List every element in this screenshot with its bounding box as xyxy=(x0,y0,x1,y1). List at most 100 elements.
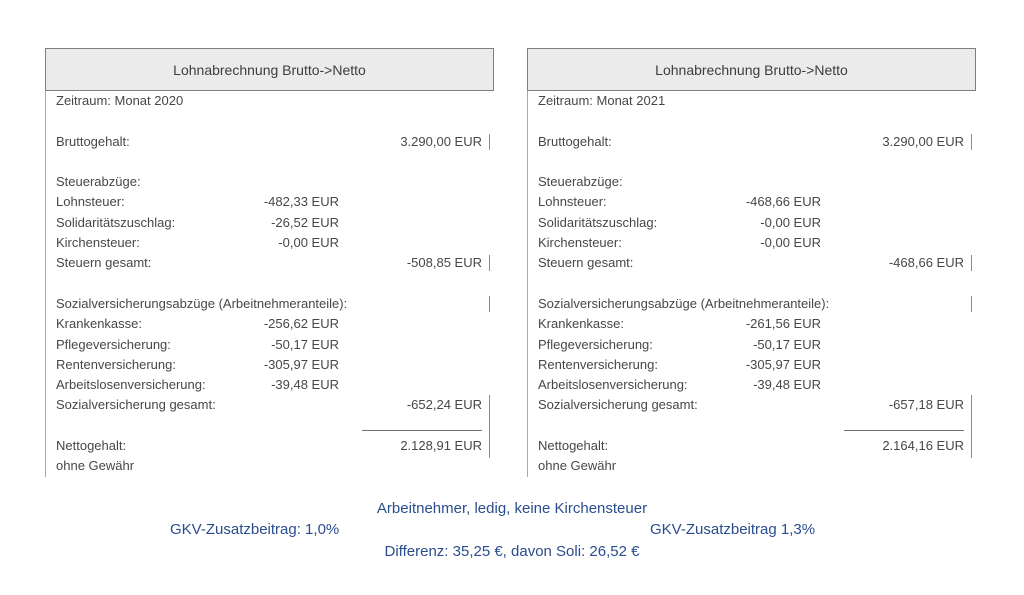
panel-title-text: Lohnabrechnung Brutto->Netto xyxy=(655,61,848,78)
lohnsteuer-label: Lohnsteuer: xyxy=(538,194,607,210)
steuern-gesamt-value: -508,85 EUR xyxy=(406,255,482,271)
row-arbeitslosenversicherung: Arbeitslosenversicherung: -39,48 EUR xyxy=(528,375,976,395)
row-sozial-gesamt: Sozialversicherung gesamt: -657,18 EUR xyxy=(528,395,976,415)
row-sozial-header: Sozialversicherungsabzüge (Arbeitnehmera… xyxy=(46,294,494,314)
row-blank xyxy=(46,111,494,131)
kirchensteuer-label: Kirchensteuer: xyxy=(538,235,622,251)
bruttogehalt-value: 3.290,00 EUR xyxy=(400,133,482,149)
lohnsteuer-value: -468,66 EUR xyxy=(745,194,821,210)
soli-value: -26,52 EUR xyxy=(271,214,339,230)
row-blank xyxy=(46,274,494,294)
row-disclaimer: ohne Gewähr xyxy=(528,456,976,476)
cell-border-tick xyxy=(971,133,972,150)
rente-value: -305,97 EUR xyxy=(745,356,821,372)
cell-border-tick xyxy=(971,295,972,312)
panel-title-2020: Lohnabrechnung Brutto->Netto xyxy=(45,48,494,91)
soli-label: Solidaritätszuschlag: xyxy=(56,214,176,230)
pflege-value: -50,17 EUR xyxy=(753,336,821,352)
row-nettogehalt: Nettogehalt: 2.164,16 EUR xyxy=(528,436,976,456)
lohnsteuer-label: Lohnsteuer: xyxy=(56,194,125,210)
steuerabzuege-label: Steuerabzüge: xyxy=(56,174,141,190)
row-bruttogehalt: Bruttogehalt: 3.290,00 EUR xyxy=(46,132,494,152)
footer-note-gkv-2021: GKV-Zusatzbeitrag 1,3% xyxy=(650,521,816,538)
footer-note-profile: Arbeitnehmer, ledig, keine Kirchensteuer xyxy=(376,500,648,517)
row-blank xyxy=(528,111,976,131)
row-steuerabzuege: Steuerabzüge: xyxy=(528,172,976,192)
arbeitslosen-value: -39,48 EUR xyxy=(753,377,821,393)
arbeitslosen-value: -39,48 EUR xyxy=(271,377,339,393)
row-steuern-gesamt: Steuern gesamt: -468,66 EUR xyxy=(528,253,976,273)
row-zeitraum: Zeitraum: Monat 2021 xyxy=(528,91,976,111)
row-kirchensteuer: Kirchensteuer: -0,00 EUR xyxy=(528,233,976,253)
rente-label: Rentenversicherung: xyxy=(56,356,176,372)
cell-border-tick-tall xyxy=(489,395,490,458)
row-blank xyxy=(528,152,976,172)
zeitraum-label: Zeitraum: Monat 2020 xyxy=(56,93,184,108)
row-bruttogehalt: Bruttogehalt: 3.290,00 EUR xyxy=(528,132,976,152)
row-sum-line xyxy=(46,416,494,436)
row-lohnsteuer: Lohnsteuer: -468,66 EUR xyxy=(528,192,976,212)
soli-label: Solidaritätszuschlag: xyxy=(538,214,658,230)
row-lohnsteuer: Lohnsteuer: -482,33 EUR xyxy=(46,192,494,212)
steuern-gesamt-value: -468,66 EUR xyxy=(888,255,964,271)
krankenkasse-value: -261,56 EUR xyxy=(745,316,821,332)
zeitraum-label: Zeitraum: Monat 2021 xyxy=(538,93,666,108)
row-steuern-gesamt: Steuern gesamt: -508,85 EUR xyxy=(46,253,494,273)
cell-border-tick xyxy=(489,295,490,312)
row-solidaritaetszuschlag: Solidaritätszuschlag: -0,00 EUR xyxy=(528,213,976,233)
row-krankenkasse: Krankenkasse: -261,56 EUR xyxy=(528,314,976,334)
arbeitslosen-label: Arbeitslosenversicherung: xyxy=(538,377,688,393)
nettogehalt-value: 2.164,16 EUR xyxy=(882,438,964,454)
row-blank xyxy=(528,274,976,294)
sozial-header-label: Sozialversicherungsabzüge (Arbeitnehmera… xyxy=(56,295,348,311)
row-disclaimer: ohne Gewähr xyxy=(46,456,494,476)
cell-border-tick xyxy=(489,133,490,150)
kirchensteuer-label: Kirchensteuer: xyxy=(56,235,140,251)
footer-note-gkv-2020: GKV-Zusatzbeitrag: 1,0% xyxy=(170,521,340,538)
row-pflegeversicherung: Pflegeversicherung: -50,17 EUR xyxy=(46,335,494,355)
steuerabzuege-label: Steuerabzüge: xyxy=(538,174,623,190)
rente-value: -305,97 EUR xyxy=(263,356,339,372)
row-sozial-gesamt: Sozialversicherung gesamt: -652,24 EUR xyxy=(46,395,494,415)
steuern-gesamt-label: Steuern gesamt: xyxy=(56,255,152,271)
row-rentenversicherung: Rentenversicherung: -305,97 EUR xyxy=(46,355,494,375)
row-sum-line xyxy=(528,416,976,436)
sozial-gesamt-label: Sozialversicherung gesamt: xyxy=(538,397,698,413)
steuern-gesamt-label: Steuern gesamt: xyxy=(538,255,634,271)
sum-divider-line xyxy=(362,429,482,431)
sum-divider-line xyxy=(844,429,964,431)
panel-title-text: Lohnabrechnung Brutto->Netto xyxy=(173,61,366,78)
row-steuerabzuege: Steuerabzüge: xyxy=(46,172,494,192)
krankenkasse-value: -256,62 EUR xyxy=(263,316,339,332)
row-rentenversicherung: Rentenversicherung: -305,97 EUR xyxy=(528,355,976,375)
row-sozial-header: Sozialversicherungsabzüge (Arbeitnehmera… xyxy=(528,294,976,314)
row-nettogehalt: Nettogehalt: 2.128,91 EUR xyxy=(46,436,494,456)
panel-title-2021: Lohnabrechnung Brutto->Netto xyxy=(527,48,976,91)
nettogehalt-label: Nettogehalt: xyxy=(538,438,609,454)
pflege-label: Pflegeversicherung: xyxy=(56,336,171,352)
lohnsteuer-value: -482,33 EUR xyxy=(263,194,339,210)
krankenkasse-label: Krankenkasse: xyxy=(538,316,624,332)
row-kirchensteuer: Kirchensteuer: -0,00 EUR xyxy=(46,233,494,253)
payroll-panel-2020: Lohnabrechnung Brutto->Netto Zeitraum: M… xyxy=(45,48,494,477)
payroll-panel-2021: Lohnabrechnung Brutto->Netto Zeitraum: M… xyxy=(527,48,976,477)
cell-border-tick xyxy=(489,255,490,272)
bruttogehalt-label: Bruttogehalt: xyxy=(538,133,612,149)
kirchensteuer-value: -0,00 EUR xyxy=(760,235,821,251)
row-arbeitslosenversicherung: Arbeitslosenversicherung: -39,48 EUR xyxy=(46,375,494,395)
sozial-header-label: Sozialversicherungsabzüge (Arbeitnehmera… xyxy=(538,295,830,311)
pflege-label: Pflegeversicherung: xyxy=(538,336,653,352)
pflege-value: -50,17 EUR xyxy=(271,336,339,352)
sozial-gesamt-value: -652,24 EUR xyxy=(406,397,482,413)
row-zeitraum: Zeitraum: Monat 2020 xyxy=(46,91,494,111)
footer-note-difference: Differenz: 35,25 €, davon Soli: 26,52 € xyxy=(384,543,640,560)
soli-value: -0,00 EUR xyxy=(760,214,821,230)
disclaimer-label: ohne Gewähr xyxy=(56,458,135,474)
cell-border-tick xyxy=(971,255,972,272)
row-solidaritaetszuschlag: Solidaritätszuschlag: -26,52 EUR xyxy=(46,213,494,233)
nettogehalt-value: 2.128,91 EUR xyxy=(400,438,482,454)
kirchensteuer-value: -0,00 EUR xyxy=(278,235,339,251)
row-blank xyxy=(46,152,494,172)
bruttogehalt-value: 3.290,00 EUR xyxy=(882,133,964,149)
